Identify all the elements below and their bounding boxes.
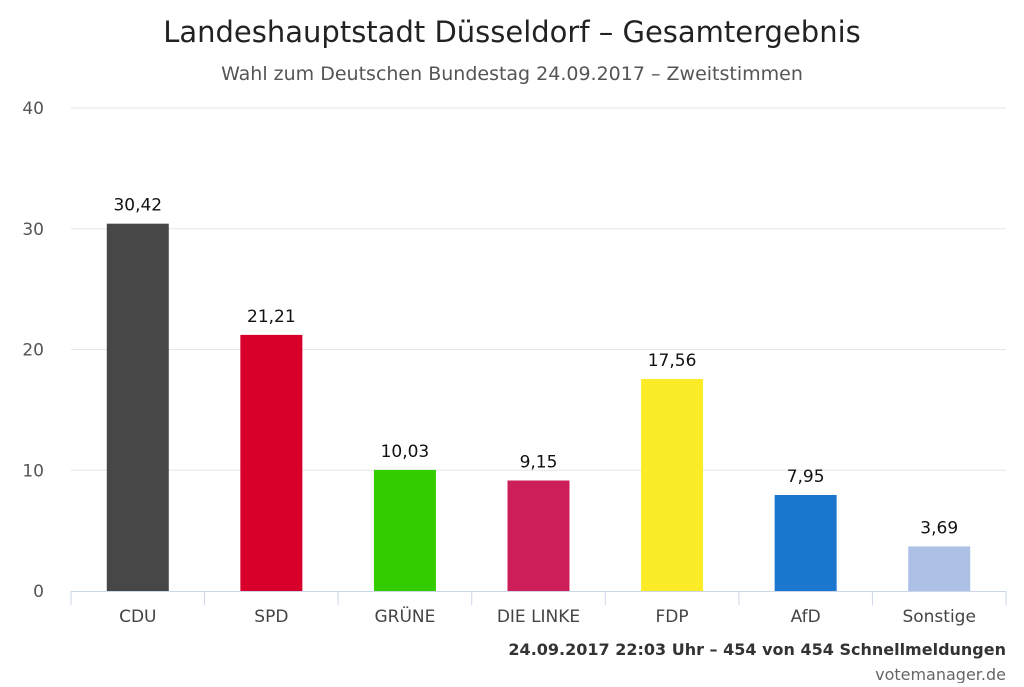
- data-label: 17,56: [648, 351, 697, 371]
- bars: [106, 223, 971, 591]
- data-label: 7,95: [787, 467, 825, 487]
- bar[interactable]: [106, 223, 169, 591]
- y-tick-label: 20: [22, 341, 44, 361]
- x-tick-label: AfD: [791, 607, 821, 627]
- data-label: 30,42: [113, 196, 162, 216]
- y-tick-label: 40: [22, 99, 44, 119]
- data-label: 21,21: [247, 307, 296, 327]
- bar[interactable]: [908, 546, 971, 591]
- y-tick-label: 10: [22, 461, 44, 481]
- x-tick-label: CDU: [119, 607, 156, 627]
- x-tick-label: DIE LINKE: [497, 607, 580, 627]
- x-axis: [70, 591, 1007, 605]
- bar[interactable]: [240, 334, 303, 591]
- data-label: 10,03: [381, 442, 430, 462]
- bar[interactable]: [373, 469, 436, 591]
- chart-title: Landeshauptstadt Düsseldorf – Gesamterge…: [163, 15, 861, 49]
- bar[interactable]: [641, 378, 704, 591]
- x-tick-label: SPD: [254, 607, 288, 627]
- x-tick-label: FDP: [656, 607, 689, 627]
- footer-timestamp: 24.09.2017 22:03 Uhr – 454 von 454 Schne…: [508, 640, 1006, 659]
- data-label: 3,69: [920, 518, 958, 538]
- gridlines: [71, 107, 1006, 471]
- bar[interactable]: [774, 495, 837, 591]
- bar[interactable]: [507, 480, 570, 591]
- y-axis-ticks: 0 10 20 30 40: [22, 99, 44, 602]
- chart-subtitle: Wahl zum Deutschen Bundestag 24.09.2017 …: [221, 63, 803, 85]
- data-label: 9,15: [520, 453, 558, 473]
- x-tick-label: Sonstige: [902, 607, 975, 627]
- x-axis-ticks: CDU SPD GRÜNE DIE LINKE FDP AfD Sonstige: [119, 605, 976, 627]
- y-tick-label: 0: [33, 582, 44, 602]
- data-labels: 30,42 21,21 10,03 9,15 17,56 7,95 3,69: [113, 196, 958, 539]
- x-tick-label: GRÜNE: [374, 605, 435, 627]
- footer-credit-link[interactable]: votemanager.de: [875, 665, 1006, 684]
- y-tick-label: 30: [22, 220, 44, 240]
